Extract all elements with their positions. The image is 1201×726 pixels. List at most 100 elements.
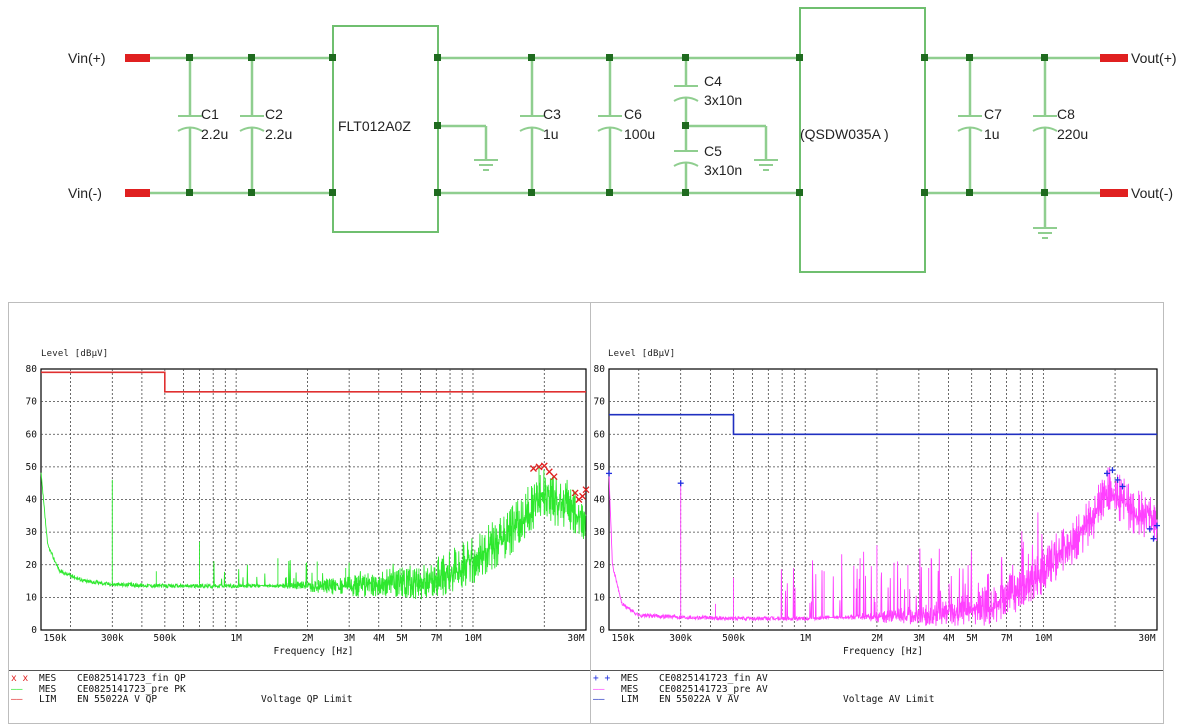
legend-name: EN 55022A V AV [659,694,740,706]
x-tick-label: 150k [44,633,67,644]
x-tick-label: 500k [722,633,745,644]
x-tick-label: 10M [1035,633,1052,644]
c1-value: 2.2u [201,126,228,142]
final-measurement-mark [606,470,612,477]
y-tick-label: 30 [594,527,606,538]
final-measurement-mark [540,462,548,470]
x-axis-label: Frequency [Hz] [843,646,923,657]
legend-tag: MES [39,673,57,684]
final-measurement-mark [582,486,590,494]
schematic-wires [150,56,1100,228]
qp-chart-panel: Level [dBµV] 0 10 20 30 40 50 60 70 80 150k 300k 50… [8,302,592,724]
port-vin-pos: Vin(+) [68,50,105,66]
final-measurement-mark [529,465,537,472]
x-tick-label: 7M [1001,633,1013,644]
final-measurement-mark [1154,522,1160,529]
filter-schematic: Vin(+) Vin(-) Vout(+) Vout(-) C1 2.2u C2… [68,7,1177,273]
final-measurement-mark [1146,525,1153,532]
legend-name: CE0825141723_pre AV [659,683,768,695]
legend-tag: MES [621,683,639,695]
legend-name: EN 55022A V QP [77,694,158,706]
qp-legend: x x MES CE0825141723_fin QP —— MES CE0825141… [9,670,592,706]
legend-tag: MES [621,673,639,684]
x-tick-label: 3M [343,633,355,644]
av-y-axis-label: Level [dBµV] [608,349,676,359]
filter-module-label: FLT012A0Z [338,118,411,134]
limit-line [609,413,1157,436]
y-tick-label: 70 [594,397,606,408]
legend-row-av-pre: —— MES CE0825141723_pre AV [591,683,1163,696]
legend-tag: LIM [621,694,639,706]
final-measurement-mark [677,480,684,487]
legend-symbol: —— [593,683,605,695]
x-tick-label: 300k [101,633,124,644]
av-chart-panel: Level [dBµV] 0 10 20 30 40 50 60 70 80 150k 300k 50… [590,302,1164,724]
y-tick-label: 20 [594,560,606,571]
y-tick-label: 20 [26,560,38,571]
x-tick-label: 150k [612,633,635,644]
wire-nodes [186,54,1048,196]
final-measurement-mark [1109,467,1116,474]
filter-module-box [332,25,439,233]
port-vin-neg: Vin(-) [68,185,102,201]
c6-value: 100u [624,126,655,142]
legend-symbol: —— [593,694,605,706]
final-measurement-mark [1150,535,1157,542]
legend-extra: Voltage QP Limit [261,694,353,706]
port-vout-pos: Vout(+) [1131,50,1177,66]
y-tick-label: 30 [26,527,38,538]
y-tick-label: 70 [26,397,38,408]
final-measurement-mark [550,473,558,481]
av-chart: 0 10 20 30 40 50 60 70 80 150k 300k 500k 1M 2M 3M 4M 5M 7… [594,364,1160,657]
legend-symbol: —— [11,694,23,706]
final-measurement-mark [579,492,586,500]
legend-symbol: + + [593,673,611,684]
legend-tag: MES [39,683,57,695]
y-tick-label: 10 [594,592,606,603]
c5-ref: C5 [704,143,722,159]
qp-y-axis-label: Level [dBµV] [41,349,109,359]
legend-row-qp-limit: —— LIM EN 55022A V QP Voltage QP Limit [9,695,592,706]
x-tick-label: 2M [871,633,883,644]
legend-extra: Voltage AV Limit [843,694,935,706]
legend-name: CE0825141723_fin QP [77,673,186,684]
x-tick-label: 4M [373,633,385,644]
ground-symbols [474,159,1057,239]
legend-row-qp-pre: —— MES CE0825141723_pre PK [9,683,592,696]
y-tick-label: 80 [594,364,606,375]
y-tick-label: 60 [594,429,606,440]
x-tick-label: 1M [799,633,811,644]
x-tick-label: 30M [1138,633,1155,644]
final-measurement-mark [571,489,579,497]
y-tick-label: 40 [594,495,606,506]
x-tick-label: 10M [464,633,481,644]
port-vout-neg: Vout(-) [1131,185,1173,201]
legend-symbol: —— [11,683,23,695]
x-tick-label: 7M [431,633,443,644]
port-connectors [125,54,1128,197]
legend-row-av-fin: + + MES CE0825141723_fin AV [591,673,1163,685]
converter-module-box [799,7,926,273]
x-tick-label: 4M [943,633,955,644]
final-measurement-mark [1114,476,1121,483]
legend-row-qp-fin: x x MES CE0825141723_fin QP [9,673,592,685]
c2-ref: C2 [265,106,283,122]
final-measurement-mark [1119,483,1126,490]
x-tick-label: 30M [567,633,584,644]
c4-value: 3x10n [704,92,742,108]
y-tick-label: 50 [26,462,38,473]
c5-value: 3x10n [704,162,742,178]
final-measurement-mark [1103,470,1110,477]
legend-name: CE0825141723_fin AV [659,673,768,684]
y-tick-label: 80 [26,364,38,375]
final-measurement-mark [535,463,543,471]
x-tick-label: 3M [913,633,925,644]
y-tick-label: 60 [26,429,38,440]
legend-row-av-limit: —— LIM EN 55022A V AV Voltage AV Limit [591,695,1163,706]
y-tick-label: 10 [26,592,38,603]
c3-value: 1u [543,126,559,142]
c6-ref: C6 [624,106,642,122]
final-marks [529,462,590,503]
legend-tag: LIM [39,694,57,706]
x-axis-label: Frequency [Hz] [273,646,353,657]
